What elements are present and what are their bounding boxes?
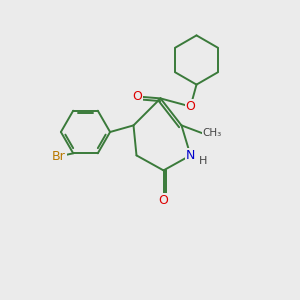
Text: O: O — [132, 90, 142, 103]
Text: Br: Br — [52, 150, 66, 163]
Text: H: H — [199, 156, 207, 167]
Text: CH₃: CH₃ — [202, 128, 222, 138]
Text: O: O — [186, 100, 195, 113]
Text: N: N — [186, 149, 195, 162]
Text: O: O — [159, 194, 168, 207]
